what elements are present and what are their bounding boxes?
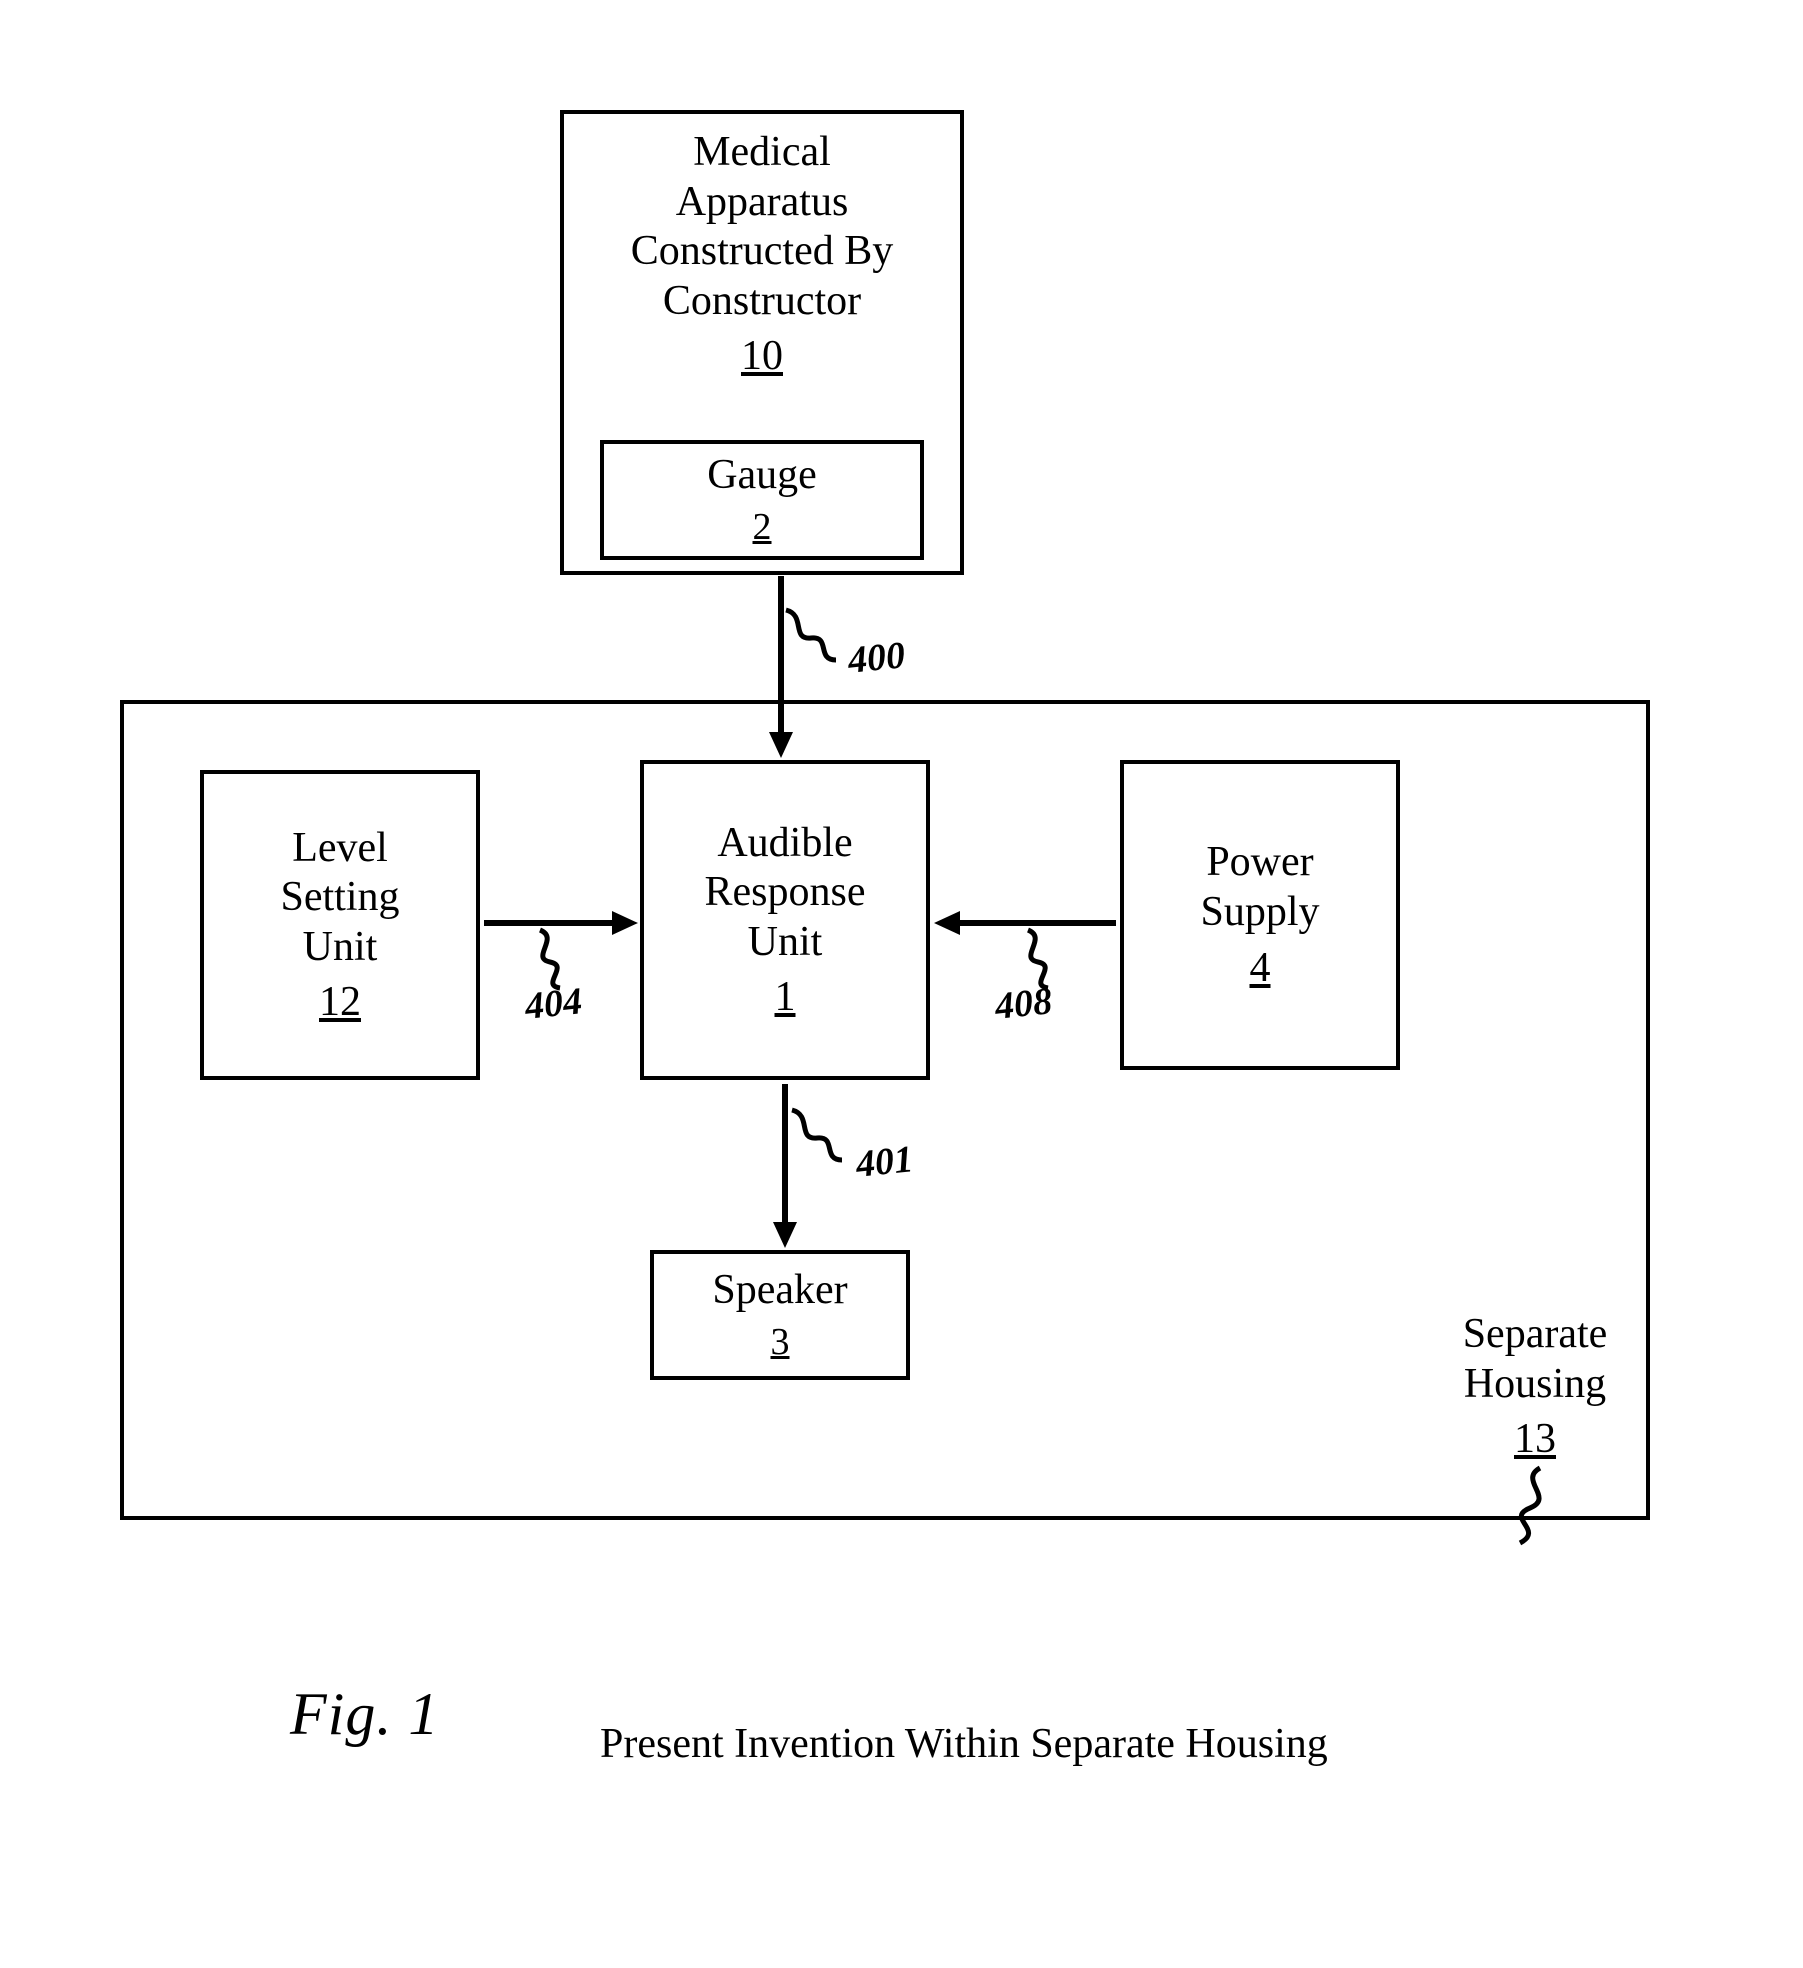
edge-400-squiggle: [786, 610, 846, 670]
node-medical-label2: Apparatus: [676, 178, 849, 228]
edge-401-squiggle: [792, 1110, 852, 1170]
node-speaker-label: Speaker: [712, 1266, 847, 1316]
figure-caption-text: Present Invention Within Separate Housin…: [600, 1720, 1328, 1768]
node-gauge-label: Gauge: [707, 451, 817, 501]
edge-400-head: [769, 732, 793, 758]
node-gauge-ref: 2: [753, 505, 772, 549]
node-gauge: Gauge 2: [600, 440, 924, 560]
edge-408-label: 408: [993, 979, 1054, 1029]
edge-401-line: [782, 1084, 788, 1224]
node-level-label2: Setting: [280, 873, 399, 923]
node-medical-label: Medical: [693, 128, 831, 178]
edge-401-head: [773, 1222, 797, 1248]
node-aru-label3: Unit: [748, 918, 823, 968]
node-medical-label3: Constructed By: [631, 227, 893, 277]
node-aru-ref: 1: [775, 973, 796, 1021]
node-power-label1: Power: [1206, 838, 1313, 888]
node-audible-response: Audible Response Unit 1: [640, 760, 930, 1080]
node-level-label1: Level: [292, 824, 388, 874]
node-aru-label2: Response: [705, 868, 866, 918]
housing-ref: 13: [1514, 1415, 1556, 1465]
node-level-label3: Unit: [303, 923, 378, 973]
node-level-setting: Level Setting Unit 12: [200, 770, 480, 1080]
edge-404-label: 404: [523, 979, 584, 1029]
edge-400-line: [778, 576, 784, 734]
figure-caption-label: Fig. 1: [290, 1680, 439, 1749]
figure-caption-fig: Fig. 1: [290, 1681, 439, 1747]
node-aru-label1: Audible: [717, 819, 852, 869]
housing-leader-squiggle: [1500, 1468, 1570, 1548]
edge-408-line: [958, 920, 1116, 926]
node-power-ref: 4: [1250, 944, 1271, 992]
housing-label-l1: Housing: [1464, 1361, 1606, 1407]
node-speaker: Speaker 3: [650, 1250, 910, 1380]
edge-408-head: [934, 911, 960, 935]
node-power-supply: Power Supply 4: [1120, 760, 1400, 1070]
node-medical-label4: Constructor: [663, 277, 861, 327]
edge-404-head: [612, 911, 638, 935]
node-speaker-ref: 3: [771, 1320, 790, 1364]
node-level-ref: 12: [319, 978, 361, 1026]
edge-404-line: [484, 920, 614, 926]
node-medical-ref: 10: [741, 332, 783, 380]
housing-label-l0: Separate: [1463, 1311, 1608, 1357]
edge-400-label: 400: [846, 633, 907, 683]
node-power-label2: Supply: [1200, 888, 1319, 938]
housing-label: Separate Housing 13: [1430, 1310, 1640, 1465]
edge-401-label: 401: [854, 1137, 915, 1187]
